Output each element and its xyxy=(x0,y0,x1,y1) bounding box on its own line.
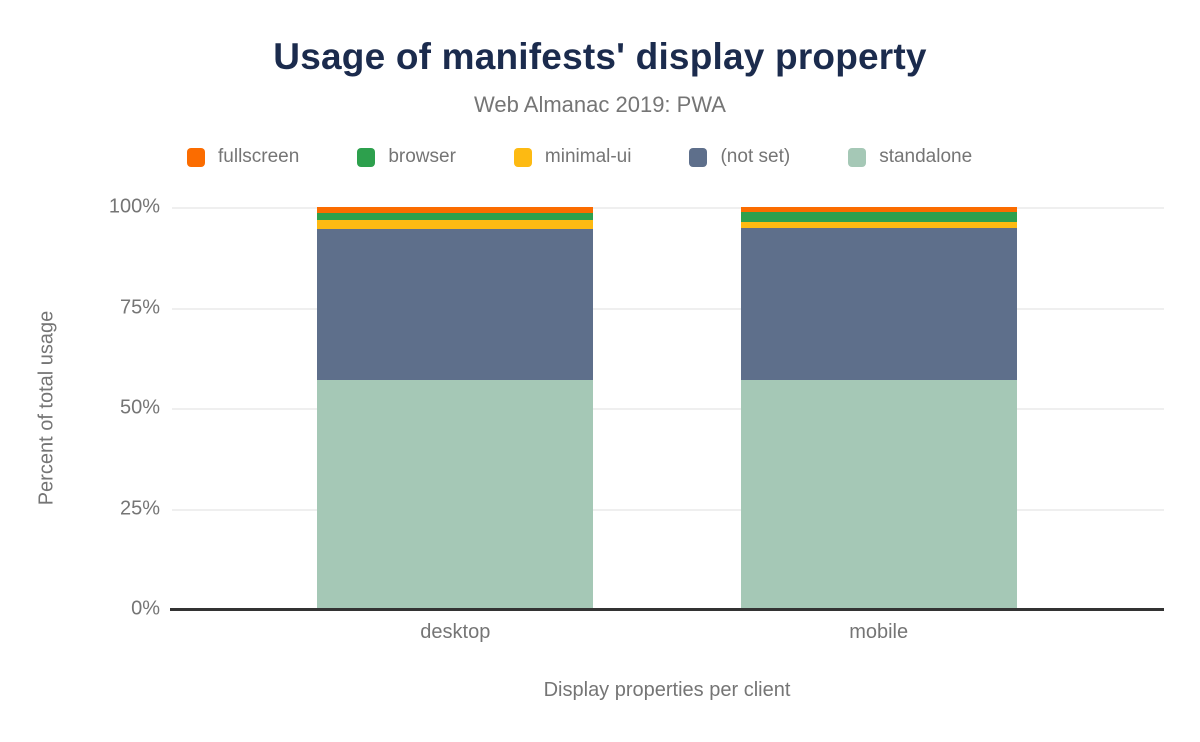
chart-subtitle: Web Almanac 2019: PWA xyxy=(474,92,726,117)
bar-desktop xyxy=(317,207,594,609)
legend-swatch-fullscreen xyxy=(187,147,205,167)
gridline-100 xyxy=(172,207,1164,209)
legend: fullscreen browser minimal-ui (not set) stan… xyxy=(187,146,972,168)
x-tick-mobile: mobile xyxy=(849,621,909,643)
legend-label: (not set) xyxy=(720,146,791,167)
legend-swatch-not-set xyxy=(689,147,708,167)
y-tick-label: 75% xyxy=(119,296,160,318)
x-tick-desktop: desktop xyxy=(420,621,491,643)
bar-segment-mobile-minimal-ui[interactable] xyxy=(740,221,1017,228)
legend-item-fullscreen: fullscreen xyxy=(187,146,299,168)
bar-segment-desktop-standalone[interactable] xyxy=(317,379,594,609)
chart-title: Usage of manifests' display property xyxy=(273,36,927,77)
legend-item-minimal-ui: minimal-ui xyxy=(513,146,632,168)
bar-segment-mobile-browser[interactable] xyxy=(740,211,1017,222)
plot-area xyxy=(170,207,1164,611)
x-axis-line xyxy=(170,608,1164,611)
legend-swatch-minimal-ui xyxy=(513,147,532,167)
bars-container xyxy=(170,207,1164,609)
legend-label: minimal-ui xyxy=(544,146,632,167)
bar-segment-desktop-not-set[interactable] xyxy=(317,228,594,380)
legend-swatch-standalone xyxy=(848,147,867,167)
bar-segment-mobile-standalone[interactable] xyxy=(740,379,1017,609)
y-tick-label: 50% xyxy=(119,396,160,419)
gridline-50 xyxy=(172,408,1164,410)
bar-segment-mobile-not-set[interactable] xyxy=(740,227,1017,380)
legend-item-browser: browser xyxy=(357,146,456,168)
legend-item-not-set: (not set) xyxy=(689,146,790,168)
legend-label: fullscreen xyxy=(218,146,300,167)
bar-segment-desktop-browser[interactable] xyxy=(317,212,594,220)
bar-segment-desktop-minimal-ui[interactable] xyxy=(317,219,594,229)
y-tick-label: 25% xyxy=(119,497,160,519)
bar-segment-mobile-fullscreen[interactable] xyxy=(740,207,1017,212)
bar-mobile xyxy=(740,207,1017,609)
legend-label: browser xyxy=(388,146,456,167)
legend-swatch-browser xyxy=(357,147,376,167)
legend-item-standalone: standalone xyxy=(848,146,972,168)
bar-segment-desktop-fullscreen[interactable] xyxy=(317,207,594,213)
x-axis-title: Display properties per client xyxy=(543,679,791,701)
x-axis-ticks: desktop mobile xyxy=(170,621,1164,644)
y-tick-label: 0% xyxy=(131,597,160,620)
legend-label: standalone xyxy=(879,146,973,167)
gridline-75 xyxy=(172,307,1164,310)
y-tick-label: 100% xyxy=(108,195,160,218)
gridline-25 xyxy=(172,508,1164,511)
